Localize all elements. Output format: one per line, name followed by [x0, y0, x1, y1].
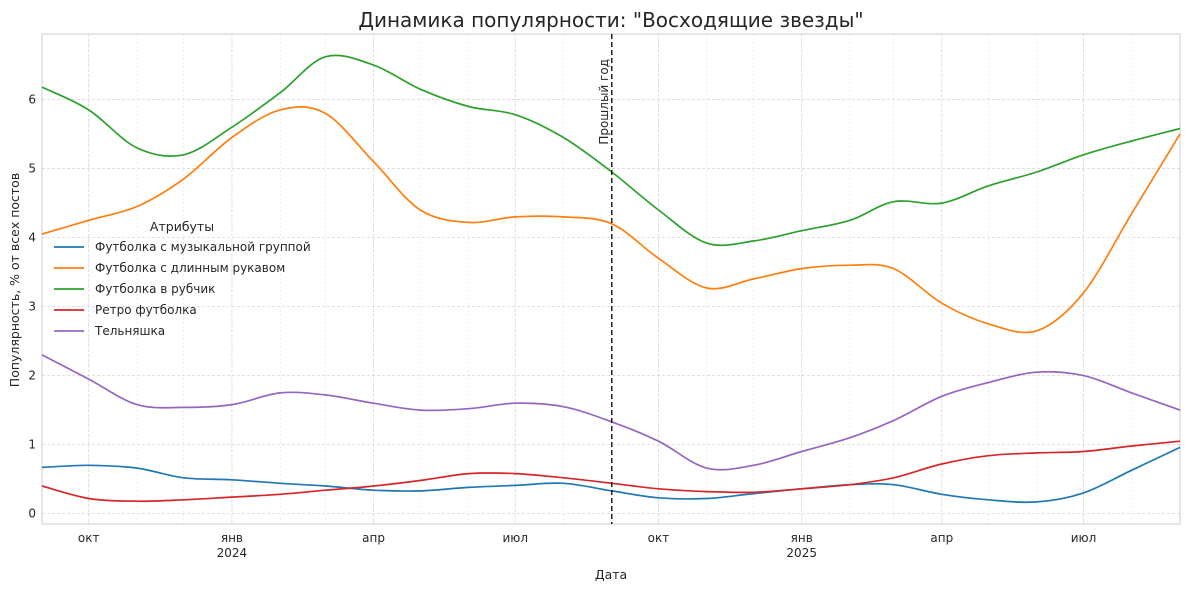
y-axis-ticks: 0 1 2 3 4 5 6: [28, 93, 36, 521]
last-year-marker-label: Прошлый год: [597, 59, 611, 145]
chart-title: Динамика популярности: "Восходящие звезд…: [358, 8, 863, 32]
y-tick-label: 0: [28, 507, 36, 521]
legend: Атрибуты Футболка с музыкальной группой Ф…: [54, 219, 311, 338]
y-tick-label: 6: [28, 93, 36, 107]
series-layer: [41, 54, 1181, 504]
legend-entry-label: Футболка в рубчик: [95, 282, 215, 296]
legend-title: Атрибуты: [150, 219, 214, 234]
x-axis-label: Дата: [595, 567, 627, 582]
x-tick-label: окт: [648, 531, 670, 545]
plot-frame: [41, 33, 1181, 525]
y-axis-label: Популярность, % от всех постов: [7, 173, 22, 387]
legend-entry-label: Футболка с длинным рукавом: [95, 261, 285, 275]
x-tick-label: янв: [791, 531, 813, 545]
series-line-2: [41, 106, 1181, 334]
x-tick-label: апр: [930, 531, 953, 545]
y-tick-label: 5: [28, 162, 36, 176]
legend-entry-label: Ретро футболка: [95, 303, 197, 317]
x-tick-label: апр: [362, 531, 385, 545]
x-tick-label: янв: [221, 531, 243, 545]
major-grid: [42, 34, 1180, 524]
x-tick-year-label: 2025: [786, 546, 817, 560]
y-tick-label: 4: [28, 231, 36, 245]
legend-entry-label: Футболка с музыкальной группой: [95, 240, 311, 254]
y-tick-label: 1: [28, 438, 36, 452]
y-tick-label: 2: [28, 369, 36, 383]
minor-grid: [41, 34, 1181, 524]
legend-entry-label: Тельняшка: [94, 324, 165, 338]
series-line-4: [41, 440, 1181, 503]
y-tick-label: 3: [28, 300, 36, 314]
series-line-1: [41, 446, 1181, 504]
x-tick-label: июл: [1071, 531, 1097, 545]
series-line-3: [41, 54, 1181, 247]
x-tick-label: июл: [502, 531, 528, 545]
x-tick-label: окт: [78, 531, 100, 545]
x-tick-year-label: 2024: [217, 546, 248, 560]
series-line-5: [41, 354, 1181, 471]
